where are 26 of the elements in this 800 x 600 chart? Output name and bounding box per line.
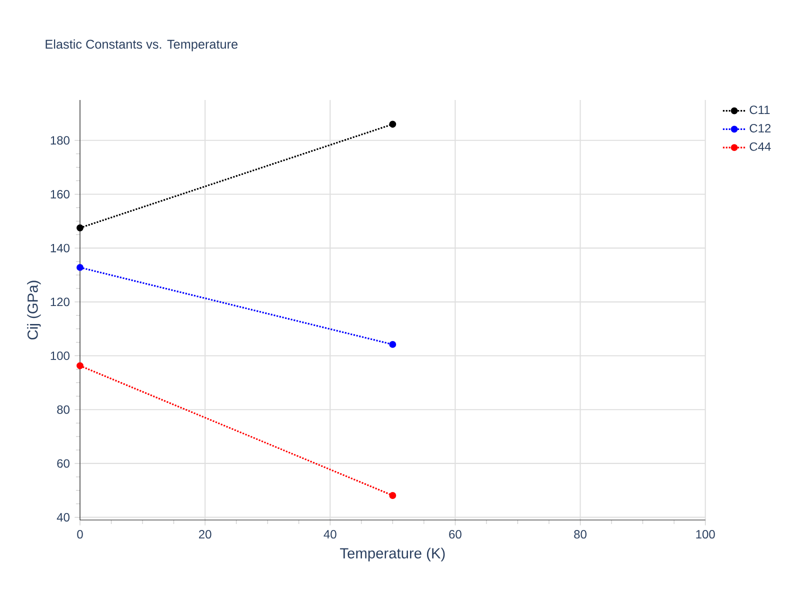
legend-label: C12 xyxy=(750,124,771,132)
x-tick-label: 20 xyxy=(199,530,212,539)
y-tick-label: 140 xyxy=(50,244,70,252)
x-tick-label: 40 xyxy=(324,530,336,539)
y-tick-label: 180 xyxy=(50,136,70,145)
x-tick-label: 0 xyxy=(77,530,83,539)
y-tick-label: 120 xyxy=(50,298,70,306)
point xyxy=(76,362,84,370)
legend-label: C11 xyxy=(750,106,770,114)
point xyxy=(76,224,84,232)
y-tick-label: 100 xyxy=(50,352,70,360)
y-tick-label: 60 xyxy=(57,459,70,468)
y-tick-label: 80 xyxy=(57,405,70,414)
x-tick-label: 100 xyxy=(696,530,715,539)
point xyxy=(389,340,396,348)
x-tick-label: 80 xyxy=(574,530,586,539)
legend-label: C44 xyxy=(750,142,771,151)
chart-title: Elastic Constants vs. Temperature xyxy=(46,39,238,52)
point xyxy=(389,120,396,128)
y-tick-label: 40 xyxy=(56,513,70,522)
x-axis-title: Temperature (K) xyxy=(340,548,445,562)
point xyxy=(76,264,84,271)
y-axis-title: Cij (GPa) xyxy=(27,280,41,340)
point xyxy=(389,492,396,499)
x-tick-label: 60 xyxy=(449,530,462,539)
y-tick-label: 160 xyxy=(50,190,70,198)
